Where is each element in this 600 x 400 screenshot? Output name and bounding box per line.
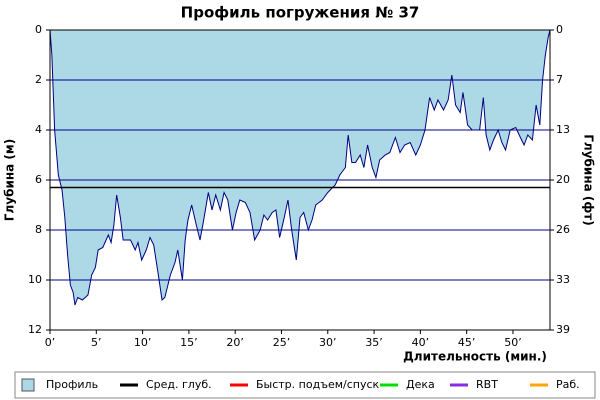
y2-tick-label: 0 <box>556 23 563 36</box>
legend-swatch <box>21 378 35 392</box>
legend-box <box>14 371 596 399</box>
x-tick-label: 50’ <box>504 336 522 349</box>
x-axis-title: Длительность (мин.) <box>403 350 547 364</box>
x-tick-label: 30’ <box>319 336 337 349</box>
y-tick-label: 10 <box>28 273 42 286</box>
y-tick-label: 2 <box>35 73 42 86</box>
legend-label: Раб. <box>556 378 580 391</box>
profile-area <box>50 30 550 305</box>
y2-tick-label: 7 <box>556 73 563 86</box>
y-tick-label: 8 <box>35 223 42 236</box>
legend-label: Быстр. подъем/спуск <box>256 378 380 391</box>
x-tick-label: 0’ <box>45 336 56 349</box>
y2-axis-title: Глубина (фт) <box>582 134 596 225</box>
x-tick-label: 10’ <box>134 336 152 349</box>
x-tick-label: 5’ <box>91 336 102 349</box>
y-tick-label: 6 <box>35 173 42 186</box>
legend-label: Профиль <box>46 378 98 391</box>
y2-tick-label: 26 <box>556 223 570 236</box>
y-tick-label: 4 <box>35 123 42 136</box>
y-tick-label: 0 <box>35 23 42 36</box>
x-tick-label: 40’ <box>412 336 430 349</box>
x-tick-label: 35’ <box>365 336 383 349</box>
x-tick-label: 20’ <box>226 336 244 349</box>
y-tick-label: 12 <box>28 323 42 336</box>
y2-tick-label: 39 <box>556 323 570 336</box>
legend-label: RBT <box>476 378 498 391</box>
y-axis-title: Глубина (м) <box>3 139 17 221</box>
chart-title: Профиль погружения № 37 <box>181 4 420 22</box>
y2-tick-label: 13 <box>556 123 570 136</box>
legend-label: Сред. глуб. <box>146 378 212 391</box>
x-tick-label: 45’ <box>458 336 476 349</box>
profile-line <box>49 29 551 306</box>
y2-tick-label: 20 <box>556 173 570 186</box>
x-tick-label: 25’ <box>273 336 291 349</box>
y2-tick-label: 33 <box>556 273 570 286</box>
legend-label: Дека <box>406 378 435 391</box>
x-tick-label: 15’ <box>180 336 198 349</box>
